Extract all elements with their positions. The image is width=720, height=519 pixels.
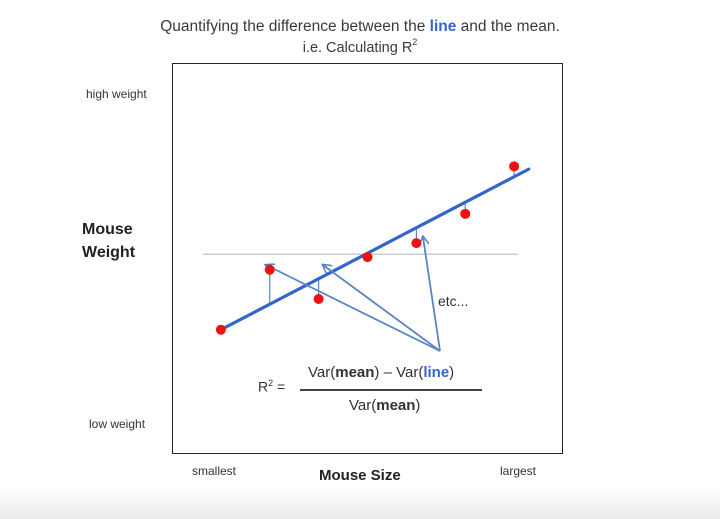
den-close: ) [415,397,421,414]
formula-lhs-sup: 2 [268,378,274,388]
data-point [313,293,324,304]
num-close: ) [449,364,455,381]
num-mean: mean [335,364,375,381]
residual-arrow [266,265,441,352]
num-mid: ) – Var( [374,364,424,381]
x-axis-name: Mouse Size [319,467,401,484]
den-mean: mean [376,397,416,414]
formula-denominator: Var(mean) [349,397,420,414]
data-point [460,208,471,219]
title: Quantifying the difference between the l… [0,16,720,37]
subtitle-sup: 2 [412,37,418,47]
title-suffix: and the mean. [456,18,560,35]
formula-numerator: Var(mean) – Var(line) [308,364,454,381]
etc-annotation: etc... [438,293,469,309]
title-highlight: line [429,18,457,35]
fit-line [219,167,531,332]
num-var1: Var( [308,364,336,381]
bottom-fade [0,488,720,519]
formula-lhs-r: R [258,378,269,395]
formula-lhs-eq: = [273,378,286,395]
num-line: line [423,364,450,381]
den-var: Var( [349,397,377,414]
fraction-bar [300,389,482,391]
y-high-label: high weight [86,87,147,101]
plot-frame [172,63,563,454]
data-point [411,238,422,249]
y-axis-name-line1: Mouse [82,221,133,238]
data-point [509,161,520,172]
title-prefix: Quantifying the difference between the [160,18,430,35]
subtitle-text: i.e. Calculating R [302,39,413,56]
x-high-label: largest [500,464,537,478]
residual-arrow [423,237,441,352]
residual-arrow [323,265,441,352]
formula-lhs: R2 = [258,378,285,395]
subtitle: i.e. Calculating R2 [0,37,720,56]
data-point [215,324,226,335]
y-low-label: low weight [89,417,146,431]
y-axis-name: Mouse Weight [82,218,135,264]
y-axis-name-line2: Weight [82,244,136,261]
data-point [264,264,275,275]
x-low-label: smallest [192,464,237,478]
data-point [362,252,373,263]
